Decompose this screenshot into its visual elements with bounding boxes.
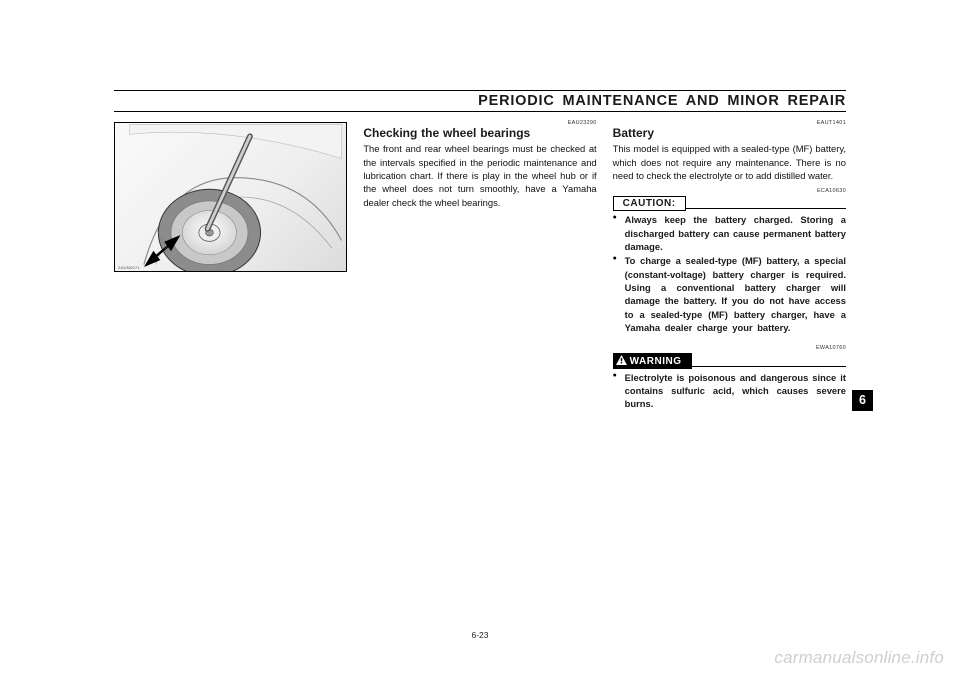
caution-row: CAUTION: [613, 196, 846, 211]
ref-code: EWA10760 [613, 345, 846, 351]
warning-rule [692, 366, 846, 367]
list-item-text: Always keep the battery charged. Storing… [625, 213, 846, 253]
body-text: This model is equipped with a sealed-typ… [613, 142, 846, 182]
section-heading-wheel-bearings: Checking the wheel bearings [363, 126, 596, 140]
column-2: EAU23290 Checking the wheel bearings The… [363, 118, 596, 412]
page-title: PERIODIC MAINTENANCE AND MINOR REPAIR [114, 91, 846, 111]
column-1: ZAUM0071 [114, 118, 347, 412]
illustration-code: ZAUM0071 [118, 265, 140, 270]
warning-row: WARNING [613, 353, 846, 369]
caution-label: CAUTION: [613, 196, 686, 211]
column-3: EAUT1401 Battery This model is equipped … [613, 118, 846, 412]
list-item: Electrolyte is poisonous and dangerous s… [613, 371, 846, 411]
list-item-text: To charge a sealed-type (MF) battery, a … [625, 254, 846, 334]
manual-page: PERIODIC MAINTENANCE AND MINOR REPAIR [114, 90, 846, 650]
list-item-text: Electrolyte is poisonous and dangerous s… [625, 371, 846, 411]
warning-list: Electrolyte is poisonous and dangerous s… [613, 371, 846, 411]
warning-label-text: WARNING [630, 356, 682, 367]
page-number: 6-23 [114, 630, 846, 640]
caution-list: Always keep the battery charged. Storing… [613, 213, 846, 334]
wheel-svg [115, 123, 346, 271]
warning-triangle-icon [616, 355, 627, 365]
content-columns: ZAUM0071 EAU23290 Checking the wheel bea… [114, 118, 846, 412]
header-bar: PERIODIC MAINTENANCE AND MINOR REPAIR [114, 90, 846, 112]
section-heading-battery: Battery [613, 126, 846, 140]
watermark: carmanualsonline.info [774, 648, 944, 668]
warning-label: WARNING [613, 353, 692, 369]
chapter-tab: 6 [852, 390, 873, 411]
caution-rule [686, 208, 846, 209]
list-item: Always keep the battery charged. Storing… [613, 213, 846, 253]
wheel-illustration: ZAUM0071 [114, 122, 347, 272]
body-text: The front and rear wheel bearings must b… [363, 142, 596, 209]
list-item: To charge a sealed-type (MF) battery, a … [613, 254, 846, 334]
ref-code: ECA10630 [613, 188, 846, 194]
